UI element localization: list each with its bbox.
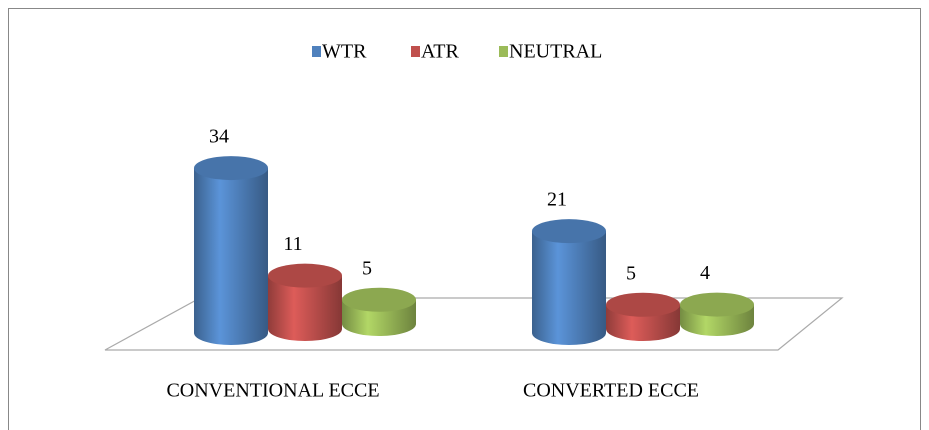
x-tick-label: CONVERTED ECCE bbox=[523, 380, 699, 402]
legend-swatch bbox=[411, 46, 420, 57]
chart-frame bbox=[8, 8, 921, 430]
cylinder-top bbox=[194, 156, 268, 181]
legend-label: NEUTRAL bbox=[509, 41, 602, 63]
data-label: 4 bbox=[700, 262, 710, 284]
cylinder-top bbox=[532, 219, 606, 244]
cylinder-body bbox=[532, 231, 606, 333]
data-label: 5 bbox=[626, 262, 636, 284]
data-label: 5 bbox=[362, 257, 372, 279]
cylinder-top bbox=[680, 292, 754, 317]
cylinder bbox=[194, 156, 268, 345]
cylinder-top bbox=[268, 263, 342, 288]
cylinder-top bbox=[342, 287, 416, 312]
cylinder bbox=[680, 292, 754, 336]
cylinder-body bbox=[194, 168, 268, 333]
cylinder bbox=[532, 219, 606, 345]
data-label: 11 bbox=[283, 233, 302, 255]
legend-swatch bbox=[312, 46, 321, 57]
x-tick-label: CONVENTIONAL ECCE bbox=[166, 380, 379, 402]
data-label: 34 bbox=[209, 126, 229, 148]
cylinder-top bbox=[606, 292, 680, 317]
legend-label: ATR bbox=[421, 41, 459, 63]
data-label: 21 bbox=[547, 189, 567, 211]
cylinder bbox=[606, 292, 680, 341]
cylinder bbox=[268, 263, 342, 341]
cylinder bbox=[342, 287, 416, 336]
legend-swatch bbox=[499, 46, 508, 57]
legend-label: WTR bbox=[322, 41, 367, 63]
